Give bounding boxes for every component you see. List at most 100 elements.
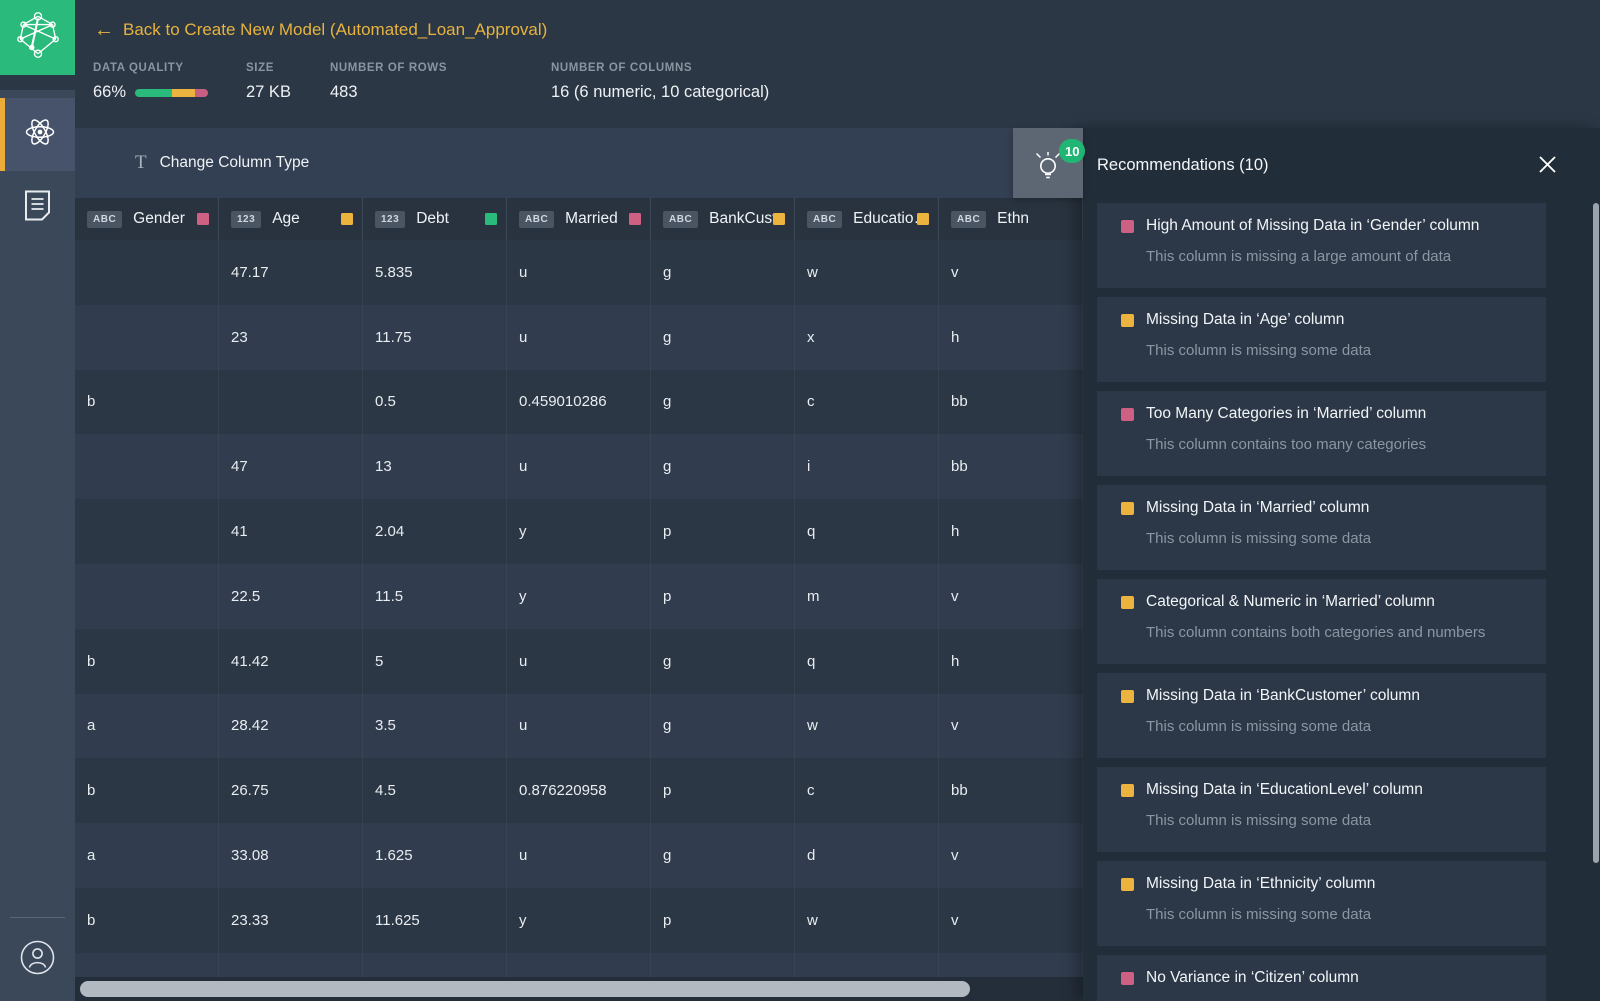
table-cell: 0.459010286 — [507, 369, 651, 435]
recommendation-subtitle: This column is missing some data — [1146, 530, 1372, 547]
recommendation-card[interactable]: High Amount of Missing Data in ‘Gender’ … — [1097, 203, 1546, 288]
table-cell: q — [795, 499, 939, 564]
table-cell: i — [795, 434, 939, 500]
network-logo-icon — [14, 9, 62, 66]
app-logo[interactable] — [0, 0, 75, 75]
table-cell: v — [939, 240, 1083, 305]
table-cell: 11.75 — [363, 304, 507, 370]
table-row: 22.5 11.5 y p m v — [75, 563, 1083, 629]
table-cell: 11.625 — [363, 887, 507, 953]
sidebar — [0, 90, 75, 1001]
column-quality-square — [773, 213, 785, 225]
quality-bar-segment — [194, 88, 208, 97]
stat-label: NUMBER OF ROWS — [330, 62, 448, 74]
table-cell: g — [651, 693, 795, 759]
column-header-debt[interactable]: 123 Debt — [363, 198, 507, 240]
sidebar-item-datasets[interactable] — [0, 171, 75, 244]
column-header-age[interactable]: 123 Age — [219, 198, 363, 240]
topbar: ← Back to Create New Model (Automated_Lo… — [0, 0, 1600, 128]
table-cell: 33.08 — [219, 823, 363, 888]
table-row: 41 2.04 y p q h — [75, 499, 1083, 564]
recommendation-title: Missing Data in ‘BankCustomer’ column — [1146, 687, 1420, 704]
column-header-bankcust[interactable]: ABC BankCust… — [651, 198, 795, 240]
recommendations-header: Recommendations (10) — [1083, 128, 1600, 203]
back-arrow-icon: ← — [94, 19, 114, 41]
table-cell: 13 — [363, 434, 507, 500]
table-row: b 0.5 0.459010286 g c bb — [75, 369, 1083, 435]
recommendations-toggle-button[interactable]: 10 — [1013, 128, 1086, 198]
table-cell: p — [651, 563, 795, 629]
recommendation-title-row: Missing Data in ‘EducationLevel’ column — [1121, 781, 1530, 799]
recommendations-title: Recommendations (10) — [1097, 156, 1269, 174]
recommendation-card[interactable]: Categorical & Numeric in ‘Married’ colum… — [1097, 579, 1546, 664]
table-row: 47 13 u g i bb — [75, 434, 1083, 500]
recommendation-card[interactable]: No Variance in ‘Citizen’ column — [1097, 955, 1546, 1001]
recommendation-subtitle: This column contains both categories and… — [1146, 624, 1486, 641]
close-recommendations-button[interactable] — [1536, 153, 1559, 179]
column-name: Ethn — [997, 210, 1030, 227]
table-cell: 47 — [219, 434, 363, 500]
recommendation-title-row: Missing Data in ‘BankCustomer’ column — [1121, 687, 1530, 705]
column-header-married[interactable]: ABC Married — [507, 198, 651, 240]
table-cell: u — [507, 434, 651, 500]
stat-label: NUMBER OF COLUMNS — [551, 62, 693, 74]
sidebar-divider — [10, 917, 65, 918]
recommendation-subtitle: This column contains too many categories — [1146, 436, 1427, 453]
quality-bar-segment — [135, 88, 173, 97]
table-cell: m — [795, 563, 939, 629]
stat-label: SIZE — [246, 62, 274, 74]
table-cell: 41.42 — [219, 628, 363, 694]
vertical-scrollbar-thumb[interactable] — [1593, 203, 1599, 863]
column-name: Educatio… — [853, 210, 917, 227]
table-cell: y — [507, 499, 651, 564]
table-row: b 23.33 11.625 y p w v — [75, 887, 1083, 953]
columns-value: 16 (6 numeric, 10 categorical) — [551, 83, 770, 101]
severity-square-icon — [1121, 219, 1134, 233]
table-cell: 23.33 — [219, 887, 363, 953]
horizontal-scrollbar[interactable] — [75, 977, 1083, 1001]
recommendation-card[interactable]: Missing Data in ‘Married’ column This col… — [1097, 485, 1546, 570]
column-type-badge: ABC — [519, 210, 555, 228]
sidebar-item-account[interactable] — [0, 925, 75, 995]
column-header-educatio[interactable]: ABC Educatio… — [795, 198, 939, 240]
user-icon — [19, 939, 56, 981]
recommendations-panel: Recommendations (10) High Amount of Miss… — [1083, 128, 1600, 1001]
lightbulb-icon — [1032, 144, 1064, 183]
table-cell: 28.42 — [219, 693, 363, 759]
recommendation-card[interactable]: Missing Data in ‘EducationLevel’ column T… — [1097, 767, 1546, 852]
table-cell — [75, 952, 219, 977]
column-type-badge: ABC — [663, 210, 699, 228]
recommendation-card[interactable]: Missing Data in ‘Age’ column This column … — [1097, 297, 1546, 382]
recommendation-card[interactable]: Too Many Categories in ‘Married’ column T… — [1097, 391, 1546, 476]
severity-square-icon — [1121, 877, 1134, 891]
recommendation-card[interactable]: Missing Data in ‘Ethnicity’ column This c… — [1097, 861, 1546, 946]
recommendation-card[interactable]: Missing Data in ‘BankCustomer’ column Thi… — [1097, 673, 1546, 758]
recommendation-title: High Amount of Missing Data in ‘Gender’ … — [1146, 217, 1480, 234]
recommendation-subtitle: This column is missing some data — [1146, 342, 1372, 359]
data-quality-bar — [135, 88, 208, 97]
dataset-stats: DATA QUALITY 66% SIZE 27 KB NUMBER OF RO… — [93, 62, 769, 102]
table-cell: bb — [939, 758, 1083, 824]
recommendation-title-row: Missing Data in ‘Ethnicity’ column — [1121, 875, 1530, 893]
recommendation-title-row: Missing Data in ‘Married’ column — [1121, 499, 1530, 517]
horizontal-scrollbar-thumb[interactable] — [80, 981, 970, 997]
vertical-scrollbar[interactable] — [1592, 128, 1600, 1001]
recommendation-subtitle: This column is missing some data — [1146, 812, 1372, 829]
text-type-icon: T — [135, 152, 147, 173]
sidebar-item-models[interactable] — [0, 98, 75, 171]
back-link[interactable]: ← Back to Create New Model (Automated_Lo… — [94, 20, 547, 40]
table-header-row: ABC Gender 123 Age 123 Debt ABC Married ABC BankC… — [75, 198, 1083, 240]
table-cell — [75, 434, 219, 500]
table-cell: 0.5 — [363, 369, 507, 435]
table-cell: p — [651, 887, 795, 953]
table-cell: u — [507, 240, 651, 305]
recommendation-title: Categorical & Numeric in ‘Married’ colum… — [1146, 593, 1435, 610]
column-header-ethn[interactable]: ABC Ethn — [939, 198, 1083, 240]
table-cell: w — [795, 693, 939, 759]
change-column-type-button[interactable]: T Change Column Type — [75, 128, 1083, 198]
column-header-gender[interactable]: ABC Gender — [75, 198, 219, 240]
table-body: 47.17 5.835 u g w v 23 11.75 u g x h b 0.5 0.459010286… — [75, 240, 1083, 977]
table-cell: d — [795, 823, 939, 888]
column-name: Age — [272, 210, 300, 227]
